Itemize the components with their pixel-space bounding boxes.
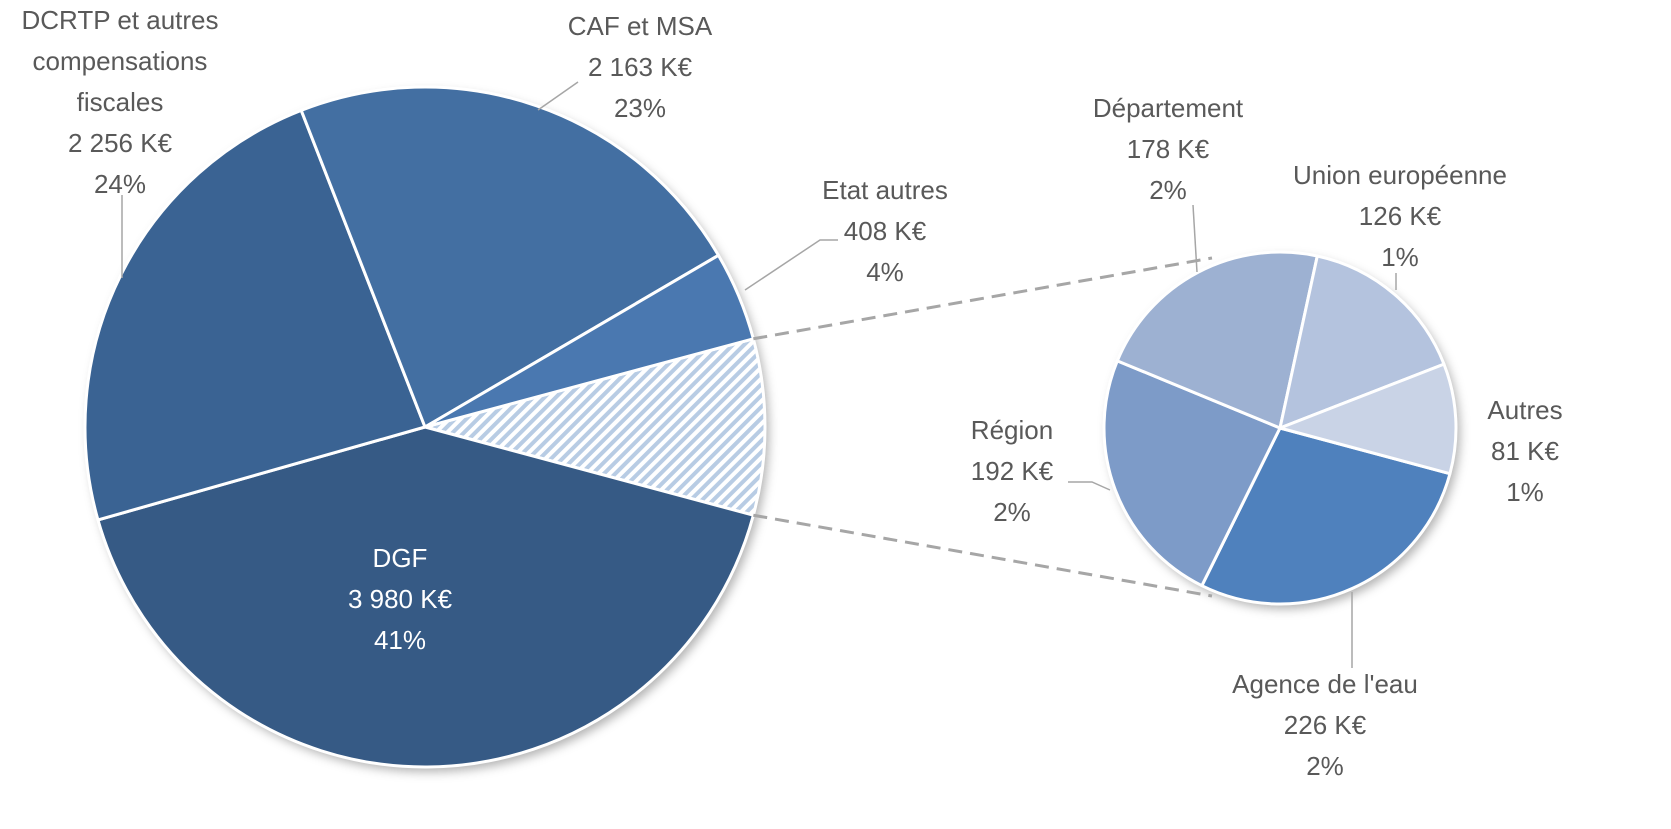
connector-line	[753, 256, 1213, 341]
pie-slice	[1200, 426, 1452, 606]
slices	[83, 85, 1458, 769]
pie-slice	[1115, 250, 1319, 430]
pie-slice-other	[419, 336, 767, 518]
percent-label: 4%	[866, 257, 904, 287]
percent-label: 2%	[993, 497, 1031, 527]
percent-label: 1%	[1381, 242, 1419, 272]
percent-label: 2%	[1149, 175, 1187, 205]
percent-label: 1%	[1506, 477, 1544, 507]
data-label: CAF et MSA 2 163 K€ 23%	[530, 6, 750, 129]
data-label: Région 192 K€ 2%	[942, 410, 1082, 533]
category-label: DGF	[372, 543, 428, 573]
value-label: 226 K€	[1283, 710, 1367, 740]
value-label: 2 163 K€	[587, 52, 693, 82]
value-label: 2 256 K€	[67, 128, 173, 158]
leader-line	[537, 81, 579, 111]
data-label: Département 178 K€ 2%	[1058, 88, 1278, 211]
connector-line	[753, 513, 1213, 598]
data-label: Agence de l'eau 226 K€ 2%	[1195, 664, 1455, 787]
pie-slice	[423, 253, 755, 429]
category-label: Autres	[1487, 395, 1563, 425]
value-label: 3 980 K€	[347, 584, 453, 614]
data-label: Etat autres 408 K€ 4%	[785, 170, 985, 293]
pie-slice	[1102, 359, 1282, 588]
percent-label: 2%	[1306, 751, 1344, 781]
value-label: 192 K€	[970, 456, 1054, 486]
pie-slice	[299, 85, 720, 429]
category-label: Agence de l'eau	[1232, 669, 1418, 699]
category-label: Département	[1092, 93, 1244, 123]
pie-slice	[1278, 362, 1458, 476]
leader-line	[1068, 481, 1111, 491]
value-label: 178 K€	[1126, 134, 1210, 164]
category-label: Union européenne	[1293, 160, 1507, 190]
pie-slice	[1278, 254, 1446, 430]
category-label: Etat autres	[822, 175, 948, 205]
pie-slice	[96, 425, 755, 769]
value-label: 81 K€	[1491, 436, 1559, 466]
category-label: Région	[970, 415, 1054, 445]
category-label: CAF et MSA	[567, 11, 713, 41]
value-label: 408 K€	[843, 216, 927, 246]
leader-line	[744, 239, 838, 291]
value-label: 126 K€	[1358, 201, 1442, 231]
data-label: Autres 81 K€ 1%	[1465, 390, 1585, 513]
category-label: DCRTP et autres compensations fiscales	[21, 5, 219, 117]
percent-label: 23%	[613, 93, 667, 123]
data-label: DCRTP et autres compensations fiscales 2 …	[0, 0, 245, 205]
data-label: Union européenne 126 K€ 1%	[1260, 155, 1540, 278]
percent-label: 41%	[373, 625, 427, 655]
data-label: DGF 3 980 K€ 41%	[300, 538, 500, 661]
percent-label: 24%	[93, 169, 147, 199]
